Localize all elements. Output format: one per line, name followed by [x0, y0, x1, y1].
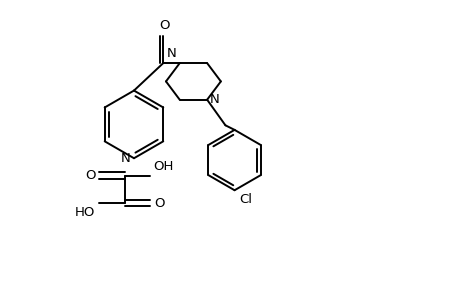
Text: O: O [85, 169, 95, 182]
Text: HO: HO [75, 206, 95, 219]
Text: N: N [120, 152, 130, 165]
Text: OH: OH [153, 160, 173, 173]
Text: N: N [167, 47, 177, 60]
Text: N: N [209, 93, 219, 106]
Text: Cl: Cl [239, 193, 252, 206]
Text: O: O [154, 196, 164, 209]
Text: O: O [158, 19, 169, 32]
